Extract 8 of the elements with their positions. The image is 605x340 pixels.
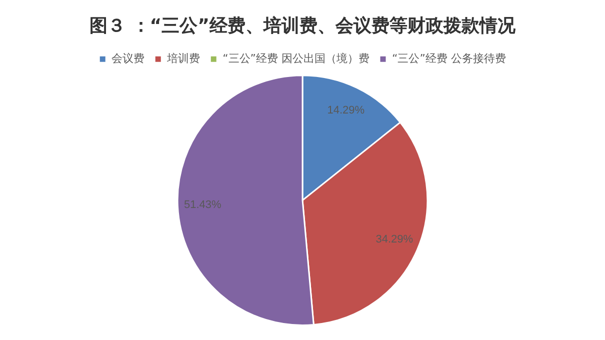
data-label: 34.29% bbox=[376, 234, 414, 246]
chart-title: 图３ ：“三公”经费、培训费、会议费等财政拨款情况 bbox=[90, 15, 516, 36]
legend-label: “三公”经费 公务接待费 bbox=[392, 52, 506, 65]
legend-label: 培训费 bbox=[166, 52, 200, 65]
legend-label: “三公”经费 因公出国（境）费 bbox=[222, 52, 370, 65]
data-label: 14.29% bbox=[327, 104, 365, 116]
legend-label: 会议费 bbox=[112, 52, 145, 65]
data-label: 51.43% bbox=[184, 198, 222, 211]
